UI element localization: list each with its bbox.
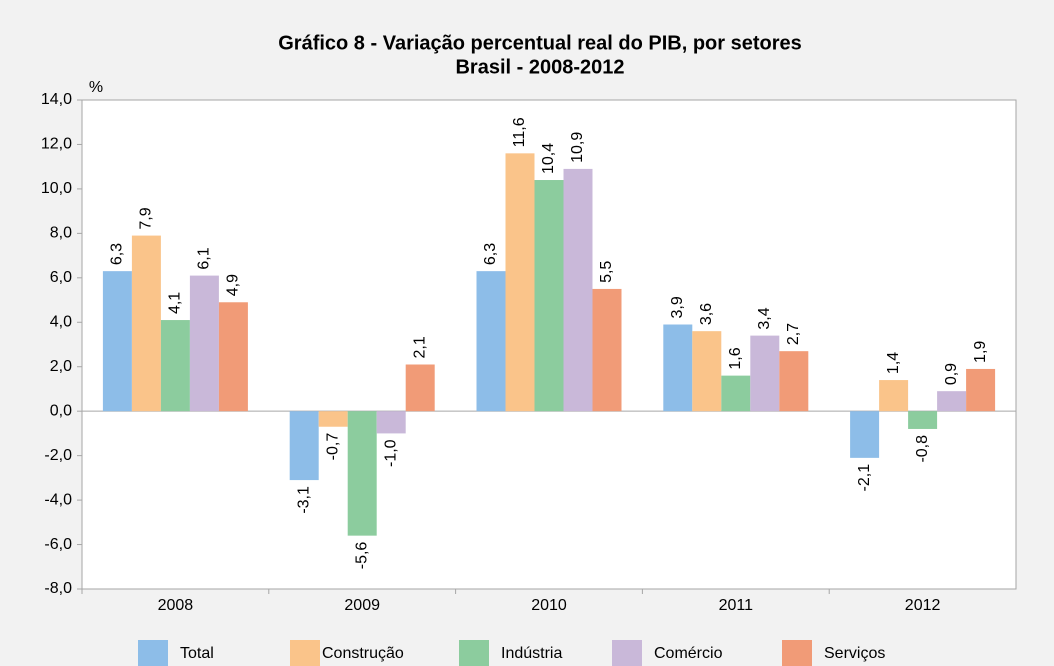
data-label: 3,6 xyxy=(698,303,715,325)
y-tick-label: 0,0 xyxy=(50,402,72,419)
y-tick-label: 8,0 xyxy=(50,225,72,242)
data-label: 7,9 xyxy=(138,207,155,229)
bar xyxy=(592,288,622,412)
bar xyxy=(189,275,219,412)
bar xyxy=(663,324,693,412)
legend-swatch xyxy=(782,640,812,666)
x-tick-label: 2011 xyxy=(719,597,754,614)
data-label: 6,3 xyxy=(482,243,499,265)
bar xyxy=(347,411,377,536)
y-tick-label: 6,0 xyxy=(50,269,72,286)
bar xyxy=(850,411,880,458)
chart-title: Gráfico 8 - Variação percentual real do … xyxy=(278,32,802,54)
bar xyxy=(102,271,132,412)
bar xyxy=(966,368,996,412)
data-label: 0,9 xyxy=(943,363,960,385)
data-label: 3,4 xyxy=(756,307,773,329)
bar xyxy=(937,391,967,412)
legend-label: Total xyxy=(180,645,214,662)
y-tick-label: 12,0 xyxy=(41,136,72,153)
legend-label: Construção xyxy=(322,645,404,662)
data-label: 1,9 xyxy=(972,341,989,363)
bar xyxy=(779,351,809,412)
x-tick-label: 2012 xyxy=(905,597,941,614)
x-tick-label: 2009 xyxy=(344,597,380,614)
y-tick-label: -2,0 xyxy=(44,447,72,464)
data-label: 6,1 xyxy=(196,247,213,269)
legend-swatch xyxy=(290,640,320,666)
data-label: -0,8 xyxy=(914,435,931,463)
bar xyxy=(318,411,348,427)
data-label: 4,9 xyxy=(225,274,242,296)
data-label: -2,1 xyxy=(856,464,873,492)
bar xyxy=(505,153,535,412)
legend-swatch xyxy=(138,640,168,666)
data-label: 2,7 xyxy=(785,323,802,345)
y-tick-label: -6,0 xyxy=(44,536,72,553)
legend-label: Indústria xyxy=(501,645,562,662)
legend-swatch xyxy=(459,640,489,666)
legend-label: Comércio xyxy=(654,645,723,662)
y-tick-label: 10,0 xyxy=(41,180,72,197)
bar xyxy=(160,320,190,412)
y-tick-label: -8,0 xyxy=(44,580,72,597)
data-label: 1,6 xyxy=(727,347,744,369)
data-label: -3,1 xyxy=(295,486,312,514)
data-label: 1,4 xyxy=(885,352,902,374)
legend-label: Serviços xyxy=(824,645,885,662)
y-axis-label: % xyxy=(89,79,103,96)
data-label: 6,3 xyxy=(109,243,126,265)
bar xyxy=(218,302,248,412)
bar xyxy=(692,331,722,412)
data-label: -5,6 xyxy=(353,542,370,570)
bar xyxy=(721,375,751,412)
bar xyxy=(405,364,435,412)
y-tick-label: 4,0 xyxy=(50,313,72,330)
bar xyxy=(476,271,506,412)
data-label: 10,9 xyxy=(569,132,586,163)
bar xyxy=(563,168,593,412)
y-tick-label: 14,0 xyxy=(41,91,72,108)
bar xyxy=(879,380,909,412)
legend-swatch xyxy=(612,640,642,666)
data-label: 5,5 xyxy=(598,261,615,283)
data-label: 10,4 xyxy=(540,143,557,174)
data-label: -1,0 xyxy=(382,439,399,467)
data-label: 2,1 xyxy=(411,336,428,358)
y-tick-label: 2,0 xyxy=(50,358,72,375)
data-label: 11,6 xyxy=(511,117,528,147)
x-tick-label: 2010 xyxy=(531,597,567,614)
data-label: 3,9 xyxy=(669,296,686,318)
bar xyxy=(131,235,161,412)
chart-subtitle: Brasil - 2008-2012 xyxy=(455,56,624,78)
bar xyxy=(534,180,564,412)
y-tick-label: -4,0 xyxy=(44,491,72,508)
bar xyxy=(289,411,319,481)
bar xyxy=(908,411,938,429)
x-tick-label: 2008 xyxy=(158,597,194,614)
data-label: 4,1 xyxy=(167,292,184,314)
bar xyxy=(376,411,406,434)
data-label: -0,7 xyxy=(324,433,341,461)
bar xyxy=(750,335,780,412)
